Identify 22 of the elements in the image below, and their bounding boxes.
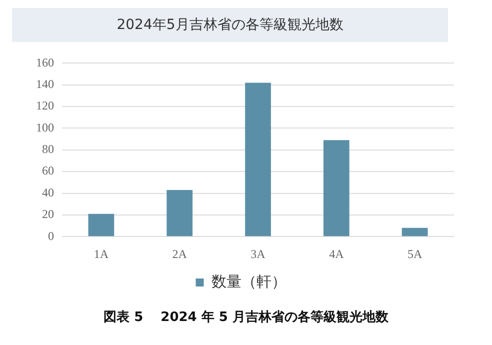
y-tick-label: 120 — [36, 98, 54, 113]
x-tick-label: 2A — [172, 246, 188, 261]
y-tick-label: 40 — [42, 185, 54, 200]
y-tick-label: 100 — [36, 120, 54, 134]
y-tick-label: 140 — [36, 77, 54, 92]
x-tick-label: 3A — [250, 246, 266, 261]
bar — [323, 140, 350, 236]
bar — [88, 214, 114, 236]
bar — [166, 190, 193, 236]
bar — [245, 82, 271, 236]
y-tick-label: 160 — [36, 55, 54, 70]
y-tick-label: 0 — [48, 228, 54, 243]
y-tick-label: 20 — [42, 207, 54, 222]
x-tick-label: 1A — [94, 246, 109, 261]
x-tick-label: 5A — [407, 246, 422, 261]
y-tick-label: 80 — [42, 142, 54, 156]
bar — [402, 228, 428, 236]
text: 図表 5 2024 年 5 月吉林省の各等級観光地数 — [102, 309, 390, 326]
chart-title: 2024年5月吉林省の各等級観光地数 — [12, 8, 448, 42]
x-tick-label: 4A — [329, 246, 344, 261]
y-tick-label: 60 — [42, 164, 54, 178]
legend-label: 数量（軒） — [211, 272, 286, 290]
